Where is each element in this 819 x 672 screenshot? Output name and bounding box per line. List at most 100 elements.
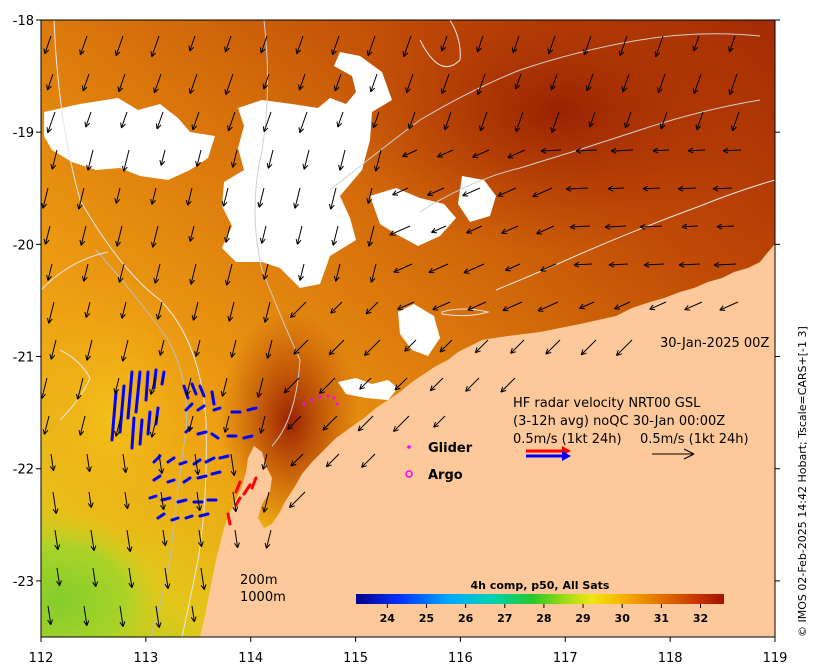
radar-vector — [152, 474, 162, 482]
glider-marker — [407, 445, 411, 449]
y-tick-label: -23 — [13, 575, 34, 590]
current-arrow — [227, 301, 235, 322]
current-arrow — [545, 339, 561, 355]
current-arrow — [497, 187, 517, 197]
current-arrow — [393, 263, 413, 273]
radar-vector — [184, 402, 194, 412]
current-arrow — [283, 377, 300, 394]
current-arrow — [392, 187, 409, 196]
hf-info-line2: (3-12h avg) noQC 30-Jan 00:00Z — [513, 414, 725, 429]
current-arrow — [158, 339, 165, 356]
current-arrow — [580, 339, 597, 356]
radar-vector — [144, 370, 150, 402]
current-arrow — [43, 35, 52, 55]
current-arrow — [119, 605, 126, 628]
current-arrow — [46, 73, 54, 91]
colorbar-tick-label: 30 — [615, 612, 631, 625]
current-arrow — [573, 261, 593, 268]
plot-frame — [40, 19, 776, 638]
colorbar-tick-label: 27 — [497, 612, 512, 625]
current-arrow — [188, 225, 195, 242]
current-arrow — [642, 185, 661, 192]
current-arrow — [402, 35, 412, 58]
hf-radar-vectors-blue — [110, 368, 258, 522]
current-arrow — [536, 225, 555, 235]
current-arrow — [692, 73, 702, 95]
radar-vector — [170, 516, 180, 522]
current-arrows — [40, 35, 742, 629]
current-arrow — [333, 73, 342, 92]
current-arrow — [295, 35, 304, 55]
current-arrow — [150, 35, 160, 58]
current-arrow — [224, 225, 231, 243]
current-arrow — [229, 339, 237, 358]
colorbar-tick-label: 28 — [536, 612, 551, 625]
scale-arrow-radar — [526, 446, 571, 461]
current-arrow — [695, 111, 704, 131]
colorbar-tick-label: 32 — [693, 612, 708, 625]
radar-vector — [166, 456, 176, 464]
current-arrow — [510, 339, 525, 354]
current-arrow — [79, 35, 88, 56]
colorbar-ticks: 24 25 26 27 28 29 30 31 32 — [380, 604, 708, 625]
radar-vector — [166, 478, 176, 484]
current-arrow — [336, 111, 344, 128]
current-arrow — [578, 301, 595, 310]
current-arrow — [476, 73, 486, 96]
current-arrow — [92, 567, 99, 588]
x-axis: 112 113 114 115 116 117 118 119 — [29, 637, 788, 666]
current-arrow — [338, 149, 346, 171]
x-tick-label: 119 — [763, 651, 788, 666]
current-arrow — [227, 111, 236, 132]
y-tick-label: -21 — [13, 351, 34, 366]
current-arrow — [604, 223, 627, 230]
colorbar-tick-label: 31 — [654, 612, 669, 625]
current-arrow — [684, 301, 703, 311]
current-arrow — [504, 263, 521, 272]
current-arrow — [621, 73, 630, 93]
current-arrow — [514, 73, 522, 90]
current-arrow — [230, 453, 237, 477]
radar-vector — [126, 370, 134, 420]
current-arrow — [288, 491, 306, 509]
current-arrow — [401, 149, 418, 158]
current-arrow — [184, 377, 192, 396]
current-arrow — [46, 301, 55, 324]
current-arrow — [659, 111, 668, 130]
current-arrow — [372, 111, 380, 129]
current-arrow — [432, 301, 451, 311]
current-arrow — [618, 35, 628, 57]
radar-vector — [156, 512, 166, 520]
radar-vector — [182, 476, 192, 484]
radar-vector — [198, 512, 210, 518]
current-arrow — [472, 149, 490, 159]
current-arrow — [188, 35, 196, 52]
current-arrow — [462, 187, 481, 197]
current-arrow — [54, 529, 61, 551]
current-arrow — [366, 35, 376, 57]
current-arrow — [196, 491, 203, 512]
current-arrow — [466, 225, 483, 234]
current-arrow — [607, 185, 625, 192]
current-arrow — [153, 73, 162, 94]
colorbar-tick-label: 25 — [419, 612, 434, 625]
current-arrow — [261, 453, 268, 470]
current-arrow — [389, 225, 411, 236]
current-arrow — [117, 263, 125, 283]
current-arrow — [433, 415, 446, 428]
current-arrow — [188, 73, 198, 95]
current-arrow — [191, 111, 200, 131]
current-arrow — [331, 35, 340, 56]
hf-scale-right: 0.5m/s (1kt 24h) — [640, 432, 749, 447]
current-arrow — [289, 301, 307, 319]
argo-marker — [405, 470, 413, 478]
radar-vector — [196, 430, 208, 436]
current-arrow — [428, 263, 449, 274]
current-arrow — [440, 73, 450, 95]
current-arrow — [547, 35, 556, 55]
current-arrow — [223, 415, 230, 433]
current-arrow — [262, 263, 269, 280]
current-arrow — [369, 263, 377, 283]
current-arrow — [397, 301, 415, 311]
current-arrow — [716, 223, 735, 230]
